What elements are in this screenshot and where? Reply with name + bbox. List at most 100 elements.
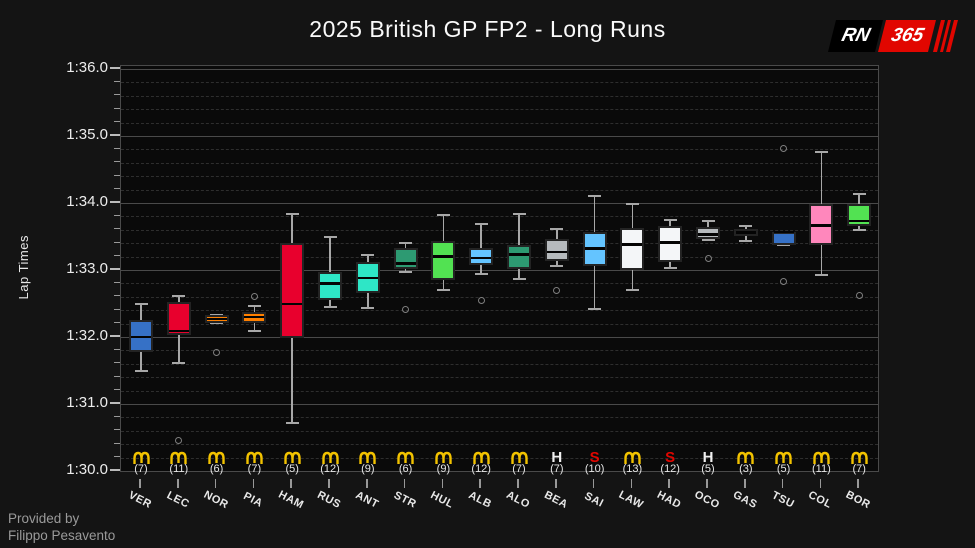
minor-gridline [121,256,878,258]
whisker-cap-ham [285,212,299,215]
credit-line1: Provided by [8,511,80,526]
x-label-alb: ALB [466,489,494,511]
x-tick-alo [517,479,519,488]
x-tick-lec [177,479,179,488]
tyre-icon-medium [281,449,303,465]
x-label-alo: ALO [504,489,532,511]
lap-count-bor: (7) [852,463,866,475]
major-gridline [121,337,878,338]
x-tick-alb [479,479,481,488]
whisker-rus [329,237,331,307]
y-major-tick [110,402,120,404]
y-minor-tick [114,389,120,391]
median-bea [546,250,567,254]
y-major-tick [110,134,120,136]
credit-line2: Filippo Pesavento [8,527,116,543]
y-minor-tick [114,94,120,96]
whisker-cap-law [625,203,639,206]
y-minor-tick [114,281,120,283]
x-tick-had [668,479,670,488]
minor-gridline [121,109,878,111]
median-ham [282,302,303,306]
y-minor-tick [114,80,120,82]
box-hul [431,240,456,281]
minor-gridline [121,417,878,419]
tyre-icon-medium [432,449,454,465]
whisker-cap-hul [436,214,450,217]
tyre-icon-medium [508,449,530,465]
minor-gridline [121,377,878,379]
minor-gridline [121,390,878,392]
lap-count-pia: (7) [247,463,262,475]
median-ver [131,335,151,339]
chart-title: 2025 British GP FP2 - Long Runs [309,16,666,42]
whisker-cap-lec [172,362,186,365]
lap-count-col: (11) [812,463,831,475]
lap-count-sai: (10) [584,463,605,475]
major-gridline [121,203,878,204]
y-minor-tick [114,107,120,109]
box-alo [507,245,531,270]
median-col [811,224,832,228]
minor-gridline [121,176,878,178]
minor-gridline [121,457,878,459]
y-tick-label: 1:31.0 [66,394,108,411]
y-tick-label: 1:32.0 [66,327,108,344]
whisker-cap-oco [701,220,715,223]
x-tick-pia [252,479,255,488]
lap-count-law: (13) [622,463,643,475]
median-bor [849,219,870,223]
y-major-tick [110,201,120,203]
rn365-logo-rn: RN [828,20,884,52]
tyre-icon-medium [773,449,795,465]
x-tick-bea [555,479,557,488]
box-str [393,247,418,270]
y-tick-label: 1:35.0 [66,126,108,143]
minor-gridline [121,162,878,164]
median-tsu [773,230,794,234]
lap-count-nor: (6) [209,463,224,475]
x-label-tsu: TSU [769,489,796,511]
minor-gridline [121,122,878,124]
x-tick-ham [290,479,292,488]
outlier-bor [855,291,863,299]
tyre-icon-medium [319,449,341,465]
y-minor-tick [114,241,120,243]
box-ham [280,242,305,339]
whisker-cap-ant [361,306,375,309]
x-tick-law [630,479,633,488]
whisker-cap-sai [588,307,602,310]
box-bor [847,203,872,227]
tyre-icon-hard: H [551,448,563,466]
minor-gridline [121,82,878,84]
y-major-tick [110,67,120,69]
y-minor-tick [114,255,120,257]
x-tick-str [403,479,406,488]
minor-gridline [121,283,878,285]
box-alb [469,247,494,265]
box-had [658,225,683,262]
whisker-cap-hul [436,289,450,292]
whisker-cap-had [663,218,677,221]
whisker-cap-tsu [777,243,791,246]
y-minor-tick [114,322,120,324]
y-minor-tick [114,348,120,350]
whisker-cap-pia [247,329,261,332]
lap-count-alb: (12) [471,463,491,475]
x-label-bor: BOR [843,488,873,512]
outlier-tsu [780,144,788,152]
x-label-ant: ANT [353,489,381,511]
tyre-icon-medium [168,449,190,465]
x-label-ham: HAM [276,488,306,512]
y-major-tick [110,335,120,337]
x-label-bea: BEA [542,489,570,511]
lap-count-ver: (7) [134,463,148,475]
major-gridline [121,270,878,271]
median-nor [206,317,227,321]
box-rus [318,272,342,301]
rn365-logo-365: 365 [878,20,937,52]
lap-count-had: (12) [660,463,680,475]
box-law [620,228,645,270]
outlier-str [402,306,410,314]
